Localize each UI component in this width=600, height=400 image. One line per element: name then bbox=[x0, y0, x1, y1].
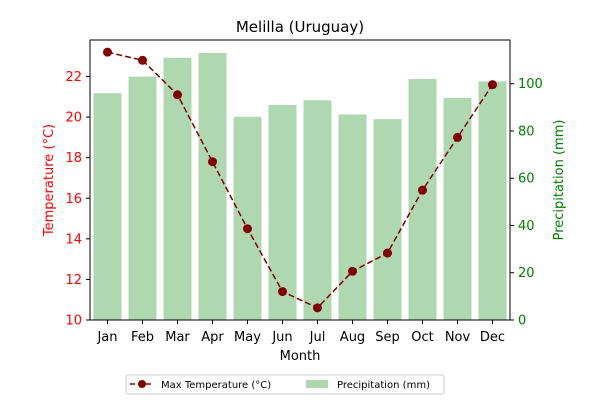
left-tick-label: 22 bbox=[65, 70, 82, 85]
x-tick-label: Mar bbox=[165, 330, 190, 345]
right-axis: 0 20 40 60 80 100 bbox=[510, 77, 543, 329]
right-tick-label: 40 bbox=[518, 219, 535, 234]
x-tick-label: Nov bbox=[445, 330, 471, 345]
x-tick-label: Oct bbox=[411, 330, 433, 345]
precipitation-bar bbox=[303, 100, 332, 320]
legend-box bbox=[125, 374, 445, 395]
plot-frame bbox=[89, 39, 511, 321]
precipitation-bar bbox=[373, 119, 402, 320]
temperature-point bbox=[453, 132, 462, 142]
temperature-point bbox=[348, 266, 357, 276]
x-tick-label: May bbox=[234, 330, 261, 345]
left-tick-label: 14 bbox=[65, 232, 82, 247]
temperature-point bbox=[208, 157, 217, 167]
right-tick-label: 100 bbox=[518, 77, 543, 92]
x-axis: Jan Feb Mar Apr May Jun Jul Aug Sep Oct Nov Dec bbox=[96, 320, 505, 345]
temperature-point bbox=[103, 47, 112, 57]
x-tick-label: Aug bbox=[340, 330, 365, 345]
precipitation-bar bbox=[198, 52, 227, 320]
temperature-point bbox=[488, 80, 497, 90]
precipitation-bar bbox=[93, 93, 122, 321]
chart-title: Melilla (Uruguay) bbox=[236, 18, 364, 36]
left-tick-label: 10 bbox=[65, 314, 82, 329]
precipitation-bar bbox=[408, 78, 437, 321]
x-tick-label: Dec bbox=[480, 330, 505, 345]
temperature-line bbox=[103, 47, 497, 313]
temperature-point bbox=[383, 248, 392, 258]
left-tick-label: 18 bbox=[65, 151, 82, 166]
left-tick-label: 16 bbox=[65, 192, 82, 207]
right-tick-label: 20 bbox=[518, 266, 535, 281]
legend-label-temperature: Max Temperature (°C) bbox=[161, 380, 271, 391]
x-tick-label: Jun bbox=[271, 330, 292, 345]
left-tick-label: 12 bbox=[65, 273, 82, 288]
left-axis: 10 12 14 16 18 20 22 bbox=[65, 70, 90, 329]
precipitation-bar bbox=[128, 76, 157, 320]
right-tick-label: 0 bbox=[518, 314, 526, 329]
precipitation-bars bbox=[93, 52, 507, 321]
precipitation-bar bbox=[338, 114, 367, 320]
right-tick-label: 80 bbox=[518, 124, 535, 139]
temperature-point bbox=[173, 90, 182, 100]
x-tick-label: Jan bbox=[96, 330, 117, 345]
temperature-point bbox=[313, 303, 322, 313]
precipitation-bar bbox=[443, 97, 472, 321]
temperature-point bbox=[243, 224, 252, 234]
x-tick-label: Jul bbox=[309, 330, 326, 345]
legend-marker-swatch bbox=[138, 380, 146, 388]
precipitation-bar bbox=[268, 104, 297, 320]
legend: Max Temperature (°C) Precipitation (mm) bbox=[125, 374, 445, 395]
x-tick-label: Feb bbox=[131, 330, 154, 345]
precipitation-bar bbox=[478, 81, 507, 320]
right-axis-label: Precipitation (mm) bbox=[552, 120, 567, 241]
temperature-point bbox=[278, 287, 287, 297]
legend-bar-swatch bbox=[306, 380, 328, 388]
x-tick-label: Apr bbox=[201, 330, 224, 345]
legend-label-precipitation: Precipitation (mm) bbox=[337, 380, 430, 391]
left-axis-label: Temperature (°C) bbox=[42, 124, 57, 237]
right-tick-label: 60 bbox=[518, 172, 535, 187]
precipitation-bar bbox=[163, 57, 192, 320]
x-axis-label: Month bbox=[280, 349, 321, 364]
x-tick-label: Sep bbox=[375, 330, 400, 345]
precipitation-bar bbox=[233, 116, 262, 321]
temperature-point bbox=[138, 55, 147, 65]
temperature-point bbox=[418, 185, 427, 195]
temperature-series-line bbox=[107, 51, 494, 309]
left-tick-label: 20 bbox=[65, 111, 82, 126]
